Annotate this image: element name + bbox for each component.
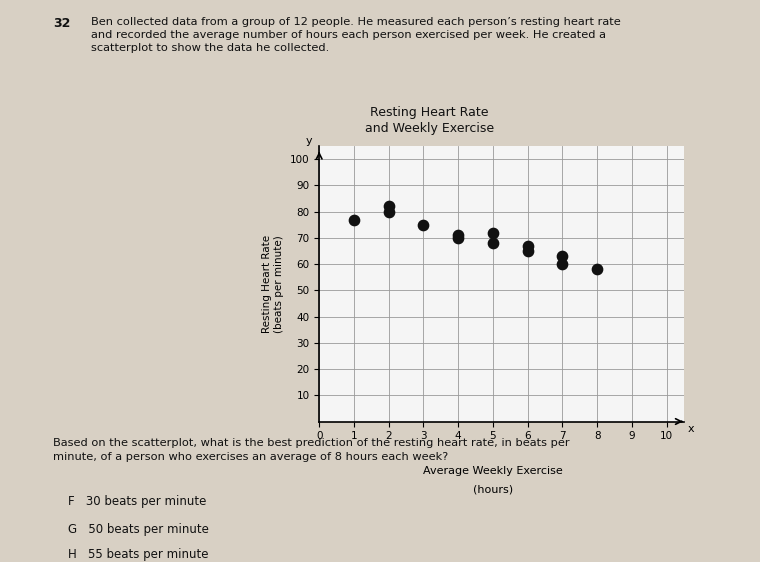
Point — [348, 215, 360, 224]
Text: 32: 32 — [53, 17, 71, 30]
Text: Ben collected data from a group of 12 people. He measured each person’s resting : Ben collected data from a group of 12 pe… — [91, 17, 621, 53]
Point — [556, 260, 568, 269]
Text: y: y — [306, 136, 312, 146]
Text: Average Weekly Exercise: Average Weekly Exercise — [423, 466, 563, 476]
Text: F   30 beats per minute: F 30 beats per minute — [68, 495, 207, 507]
Point — [452, 233, 464, 242]
Point — [521, 247, 534, 256]
Point — [452, 231, 464, 240]
Text: Based on the scatterplot, what is the best prediction of the resting heart rate,: Based on the scatterplot, what is the be… — [53, 438, 570, 461]
Point — [556, 252, 568, 261]
Text: x: x — [688, 424, 694, 434]
Text: Resting Heart Rate
and Weekly Exercise: Resting Heart Rate and Weekly Exercise — [365, 106, 494, 135]
Text: H   55 beats per minute: H 55 beats per minute — [68, 548, 209, 561]
Text: G   50 beats per minute: G 50 beats per minute — [68, 523, 209, 536]
Text: (hours): (hours) — [473, 484, 513, 495]
Point — [417, 220, 429, 229]
Point — [382, 202, 394, 211]
Point — [487, 228, 499, 237]
Point — [487, 239, 499, 248]
Point — [591, 265, 603, 274]
Y-axis label: Resting Heart Rate
(beats per minute): Resting Heart Rate (beats per minute) — [262, 235, 284, 333]
Point — [521, 241, 534, 250]
Point — [382, 207, 394, 216]
